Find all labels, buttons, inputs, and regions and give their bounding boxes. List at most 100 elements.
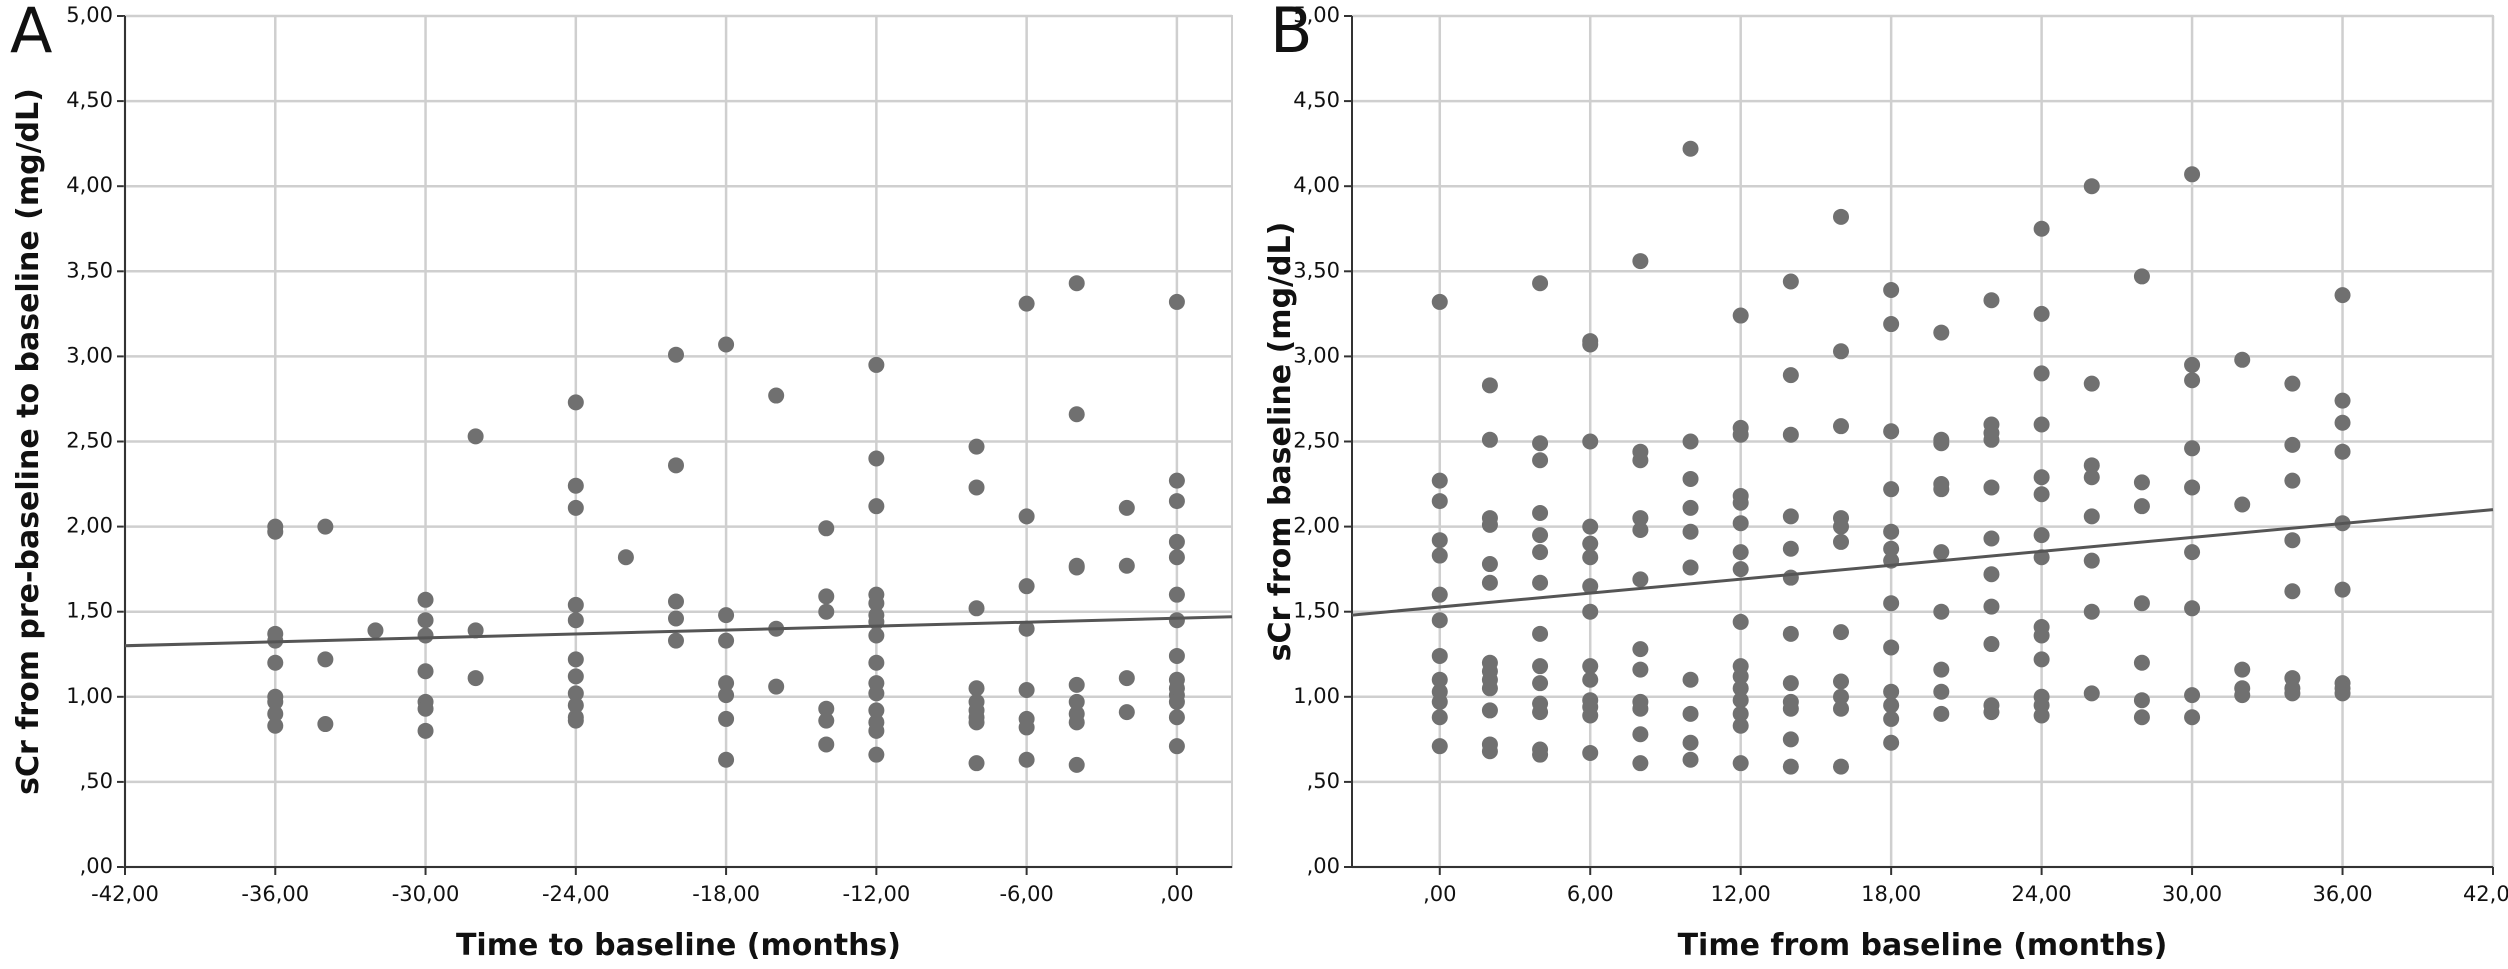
data-point: [2284, 685, 2301, 702]
x-tick-label: 30,00: [2162, 882, 2222, 906]
data-point: [1431, 293, 1448, 310]
data-point: [768, 387, 785, 404]
data-point: [2334, 414, 2351, 431]
data-point: [1118, 704, 1135, 721]
data-point: [1883, 540, 1900, 557]
data-point: [317, 651, 334, 668]
data-point: [2033, 220, 2050, 237]
data-point: [1431, 647, 1448, 664]
data-point: [1018, 751, 1035, 768]
data-point: [2284, 583, 2301, 600]
data-point: [2133, 654, 2150, 671]
data-point: [1983, 598, 2000, 615]
data-point: [1632, 755, 1649, 772]
data-point: [718, 675, 735, 692]
data-point: [2334, 443, 2351, 460]
data-point: [1782, 508, 1799, 525]
data-point: [567, 685, 584, 702]
y-tick-label: 2,50: [1293, 429, 1340, 453]
data-point: [2334, 685, 2351, 702]
y-tick-label: 1,00: [1293, 684, 1340, 708]
data-point: [818, 736, 835, 753]
data-point: [1582, 578, 1599, 595]
data-point: [667, 610, 684, 627]
data-point: [1532, 625, 1549, 642]
y-tick-label: 4,50: [1293, 88, 1340, 112]
panel: ,00 ,50 1,00 1,50 2,00 2,50 3,00 3,50 4,00 4,50 5,…: [10, 0, 1233, 963]
data-point: [1481, 702, 1498, 719]
data-point: [1682, 751, 1699, 768]
data-point: [1632, 510, 1649, 527]
data-point: [2284, 436, 2301, 453]
data-point: [1481, 680, 1498, 697]
data-point: [818, 588, 835, 605]
data-point: [1168, 549, 1185, 566]
panel-label: B: [1270, 0, 1313, 67]
data-point: [1068, 714, 1085, 731]
y-axis-title: sCr from baseline (mg/dL): [1263, 222, 1298, 662]
x-tick-label: 36,00: [2312, 882, 2372, 906]
data-point: [2284, 472, 2301, 489]
data-point: [1118, 499, 1135, 516]
data-point: [1933, 324, 1950, 341]
data-point: [718, 710, 735, 727]
data-point: [1532, 675, 1549, 692]
data-point: [1431, 472, 1448, 489]
y-tick-label: 3,00: [1293, 343, 1340, 367]
data-point: [1632, 571, 1649, 588]
y-tick-label: 2,00: [1293, 514, 1340, 538]
data-point: [1883, 423, 1900, 440]
data-point: [467, 428, 484, 445]
data-point: [2083, 469, 2100, 486]
x-tick-label: -6,00: [999, 882, 1053, 906]
y-tick-label: ,50: [80, 769, 113, 793]
data-point: [1833, 624, 1849, 641]
data-point: [1018, 578, 1035, 595]
data-point: [667, 593, 684, 610]
data-point: [1632, 700, 1649, 717]
data-point: [1481, 516, 1498, 533]
y-tick-label: 3,50: [66, 258, 113, 282]
data-point: [1682, 523, 1699, 540]
data-point: [567, 596, 584, 613]
data-point: [1933, 603, 1950, 620]
data-point: [2184, 356, 2201, 373]
data-point: [1782, 367, 1799, 384]
data-point: [1782, 758, 1799, 775]
data-point: [1933, 705, 1950, 722]
data-point: [1883, 697, 1900, 714]
data-point: [1068, 756, 1085, 773]
data-point: [1532, 504, 1549, 521]
data-point: [868, 450, 885, 467]
data-point: [2133, 474, 2150, 491]
data-point: [2033, 469, 2050, 486]
data-point: [1682, 705, 1699, 722]
data-point: [2184, 544, 2201, 561]
data-point: [2033, 627, 2050, 644]
data-point: [2083, 457, 2100, 474]
data-point: [868, 746, 885, 763]
data-point: [1983, 479, 2000, 496]
panel: ,00 ,50 1,00 1,50 2,00 2,50 3,00 3,50 4,00 4,50 5,…: [1263, 0, 2508, 963]
data-point: [1481, 377, 1498, 394]
data-point: [1883, 282, 1900, 299]
data-point: [1582, 549, 1599, 566]
data-point: [2033, 707, 2050, 724]
data-point: [417, 591, 434, 608]
data-point: [567, 477, 584, 494]
data-point: [2334, 392, 2351, 409]
data-point: [1018, 681, 1035, 698]
data-point: [567, 668, 584, 685]
y-tick-label: 2,50: [66, 429, 113, 453]
data-point: [1431, 547, 1448, 564]
data-point: [2083, 375, 2100, 392]
data-point: [1431, 693, 1448, 710]
data-point: [1732, 515, 1749, 532]
data-point: [1983, 431, 2000, 448]
data-point: [818, 712, 835, 729]
data-point: [2184, 600, 2201, 617]
data-point: [267, 693, 284, 710]
data-point: [868, 702, 885, 719]
data-point: [1933, 544, 1950, 561]
data-point: [1532, 435, 1549, 452]
